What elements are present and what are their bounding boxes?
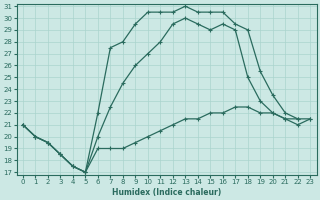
X-axis label: Humidex (Indice chaleur): Humidex (Indice chaleur) [112, 188, 221, 197]
